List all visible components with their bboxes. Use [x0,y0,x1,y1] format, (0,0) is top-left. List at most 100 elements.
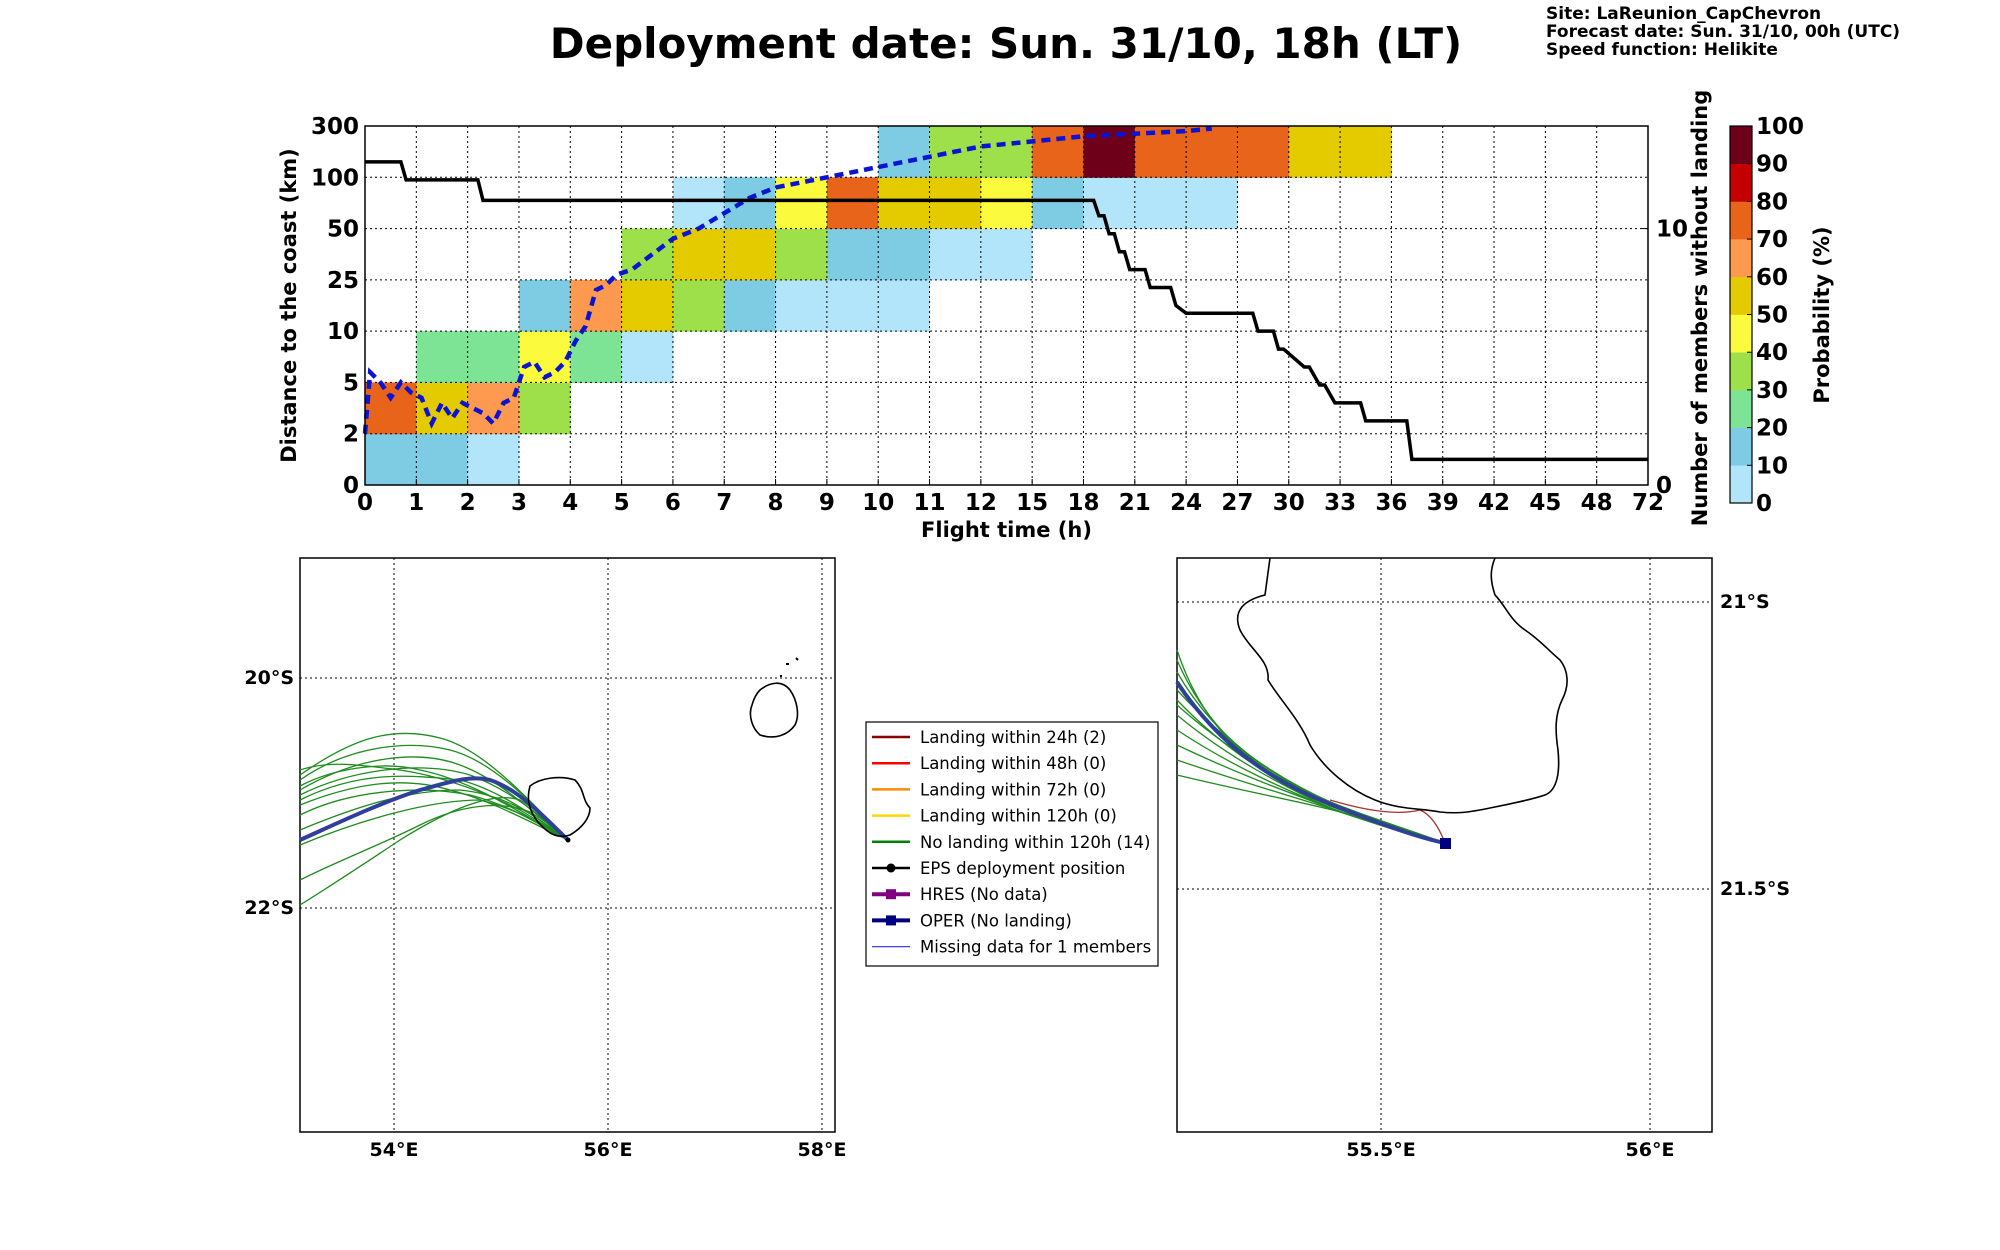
x-tick-label: 33 [1324,490,1356,516]
legend-item: Missing data for 1 members [872,938,1151,957]
x-tick-label: 10 [862,490,894,516]
x-tick-label: 36 [1375,490,1407,516]
overview-deployment-marker [565,837,571,843]
legend-item: Landing within 48h (0) [872,754,1106,773]
colorbar-tick-label: 100 [1756,114,1804,140]
heatmap-cell [1032,126,1084,178]
zoom-map: 55.5°E 56°E 21°S 21.5°S [1175,557,1790,1161]
heatmap-cell [826,177,879,230]
heatmap-cell [980,177,1033,230]
heatmap-cell [518,382,571,435]
heatmap-frame [364,125,1649,486]
colorbar-segment [1730,201,1752,240]
distance-heatmap: 0 1 2 3 4 5 6 7 8 9 10 11 12 15 18 21 24 27 30 33 36 39 42 45 48… [277,90,1712,542]
heatmap-cell [1083,177,1136,230]
legend-label: Missing data for 1 members [920,938,1151,957]
heatmap-cell [621,228,674,281]
heatmap-cell [621,279,674,332]
legend-item: Landing within 120h (0) [872,807,1117,826]
heatmap-cell [878,126,931,178]
mauritius-outline [749,682,799,738]
x-tick-label: 1 [408,490,424,516]
overview-xtick-label: 58°E [798,1139,847,1161]
x-tick-label: 6 [665,490,681,516]
legend-label: Landing within 72h (0) [920,780,1106,799]
heatmap-cell [365,433,417,486]
heatmap-cell [1340,126,1392,178]
colorbar-tick-label: 60 [1756,265,1788,291]
zoom-deployment-marker [1440,838,1451,849]
zoom-map-ticks: 55.5°E 56°E 21°S 21.5°S [1346,591,1790,1161]
colorbar-segment [1730,389,1752,428]
x-tick-label: 42 [1478,490,1510,516]
heatmap-cell [724,228,777,281]
colorbar-tick-label: 50 [1756,303,1788,329]
site-label: Site: LaReunion_CapChevron [1546,4,1821,24]
overview-map-ticks: 54°E 56°E 58°E 20°S 22°S [244,667,846,1161]
colorbar-segment [1730,239,1752,278]
median-distance-line [362,126,1213,434]
overview-map: 54°E 56°E 58°E 20°S 22°S [244,557,846,1161]
overview-ytick-label: 22°S [244,897,294,919]
x-tick-label: 8 [768,490,784,516]
y-tick-label: 100 [311,165,359,191]
legend-item: Landing within 24h (2) [872,728,1106,747]
heatmap-cell [1032,177,1084,230]
y-tick-label: 300 [311,114,359,140]
overview-xtick-label: 54°E [370,1139,419,1161]
colorbar-segment [1730,314,1752,353]
x-tick-label: 15 [1016,490,1048,516]
heatmap-cell [724,279,777,332]
legend: Landing within 24h (2) Landing within 48h… [865,721,1159,967]
y-tick-label: 10 [327,319,359,345]
x-tick-label: 18 [1067,490,1099,516]
heatmap-cell [929,177,982,230]
y-axis-label: Distance to the coast (km) [277,148,301,463]
heatmap-cell [672,279,725,332]
heatmap-cell [878,228,931,281]
x-tick-label: 21 [1119,490,1151,516]
colorbar-tick-label: 20 [1756,416,1788,442]
heatmap-cell [775,228,828,281]
x-tick-label: 30 [1273,490,1305,516]
legend-item: No landing within 120h (14) [872,833,1150,852]
x-tick-label: 5 [614,490,630,516]
info-block: Site: LaReunion_CapChevron Forecast date… [1546,4,1900,60]
y2-tick-label: 10 [1656,217,1688,243]
heatmap-cell [467,331,520,383]
y-tick-label: 2 [343,422,359,448]
zoom-xtick-label: 55.5°E [1346,1139,1415,1161]
x-tick-label: 4 [562,490,578,516]
colorbar-segment [1730,163,1752,202]
x-tick-label: 48 [1581,490,1613,516]
heatmap-cell [724,177,777,230]
colorbar-tick-label: 80 [1756,189,1788,215]
zoom-xtick-label: 56°E [1626,1139,1675,1161]
x-tick-label: 9 [819,490,835,516]
legend-label: EPS deployment position [920,859,1125,878]
colorbar-tick-label: 10 [1756,453,1788,479]
legend-label: Landing within 120h (0) [920,807,1117,826]
overview-map-tracks [299,732,569,906]
heatmap-cell [775,279,828,332]
heatmap-cell [878,177,931,230]
colorbar-tick-label: 70 [1756,227,1788,253]
colorbar-segment [1730,276,1752,315]
heatmap-cell [467,433,520,486]
heatmap-cell [621,331,674,383]
legend-square-swatch [886,915,896,926]
legend-frame [865,721,1159,967]
legend-item: EPS deployment position [872,859,1125,878]
x-tick-label: 24 [1170,490,1202,516]
x-tick-label: 2 [460,490,476,516]
heatmap-cell [1134,177,1187,230]
heatmap-cell [1186,177,1238,230]
speed-label: Speed function: Helikite [1546,40,1778,60]
overview-oper-track [299,776,570,842]
x-axis-label: Flight time (h) [921,518,1092,542]
zoom-map-frame [1176,557,1713,1133]
zoom-ytick-label: 21.5°S [1720,878,1790,900]
legend-label: No landing within 120h (14) [920,833,1150,852]
colorbar-tick-label: 0 [1756,491,1772,517]
x-tick-label: 45 [1529,490,1561,516]
